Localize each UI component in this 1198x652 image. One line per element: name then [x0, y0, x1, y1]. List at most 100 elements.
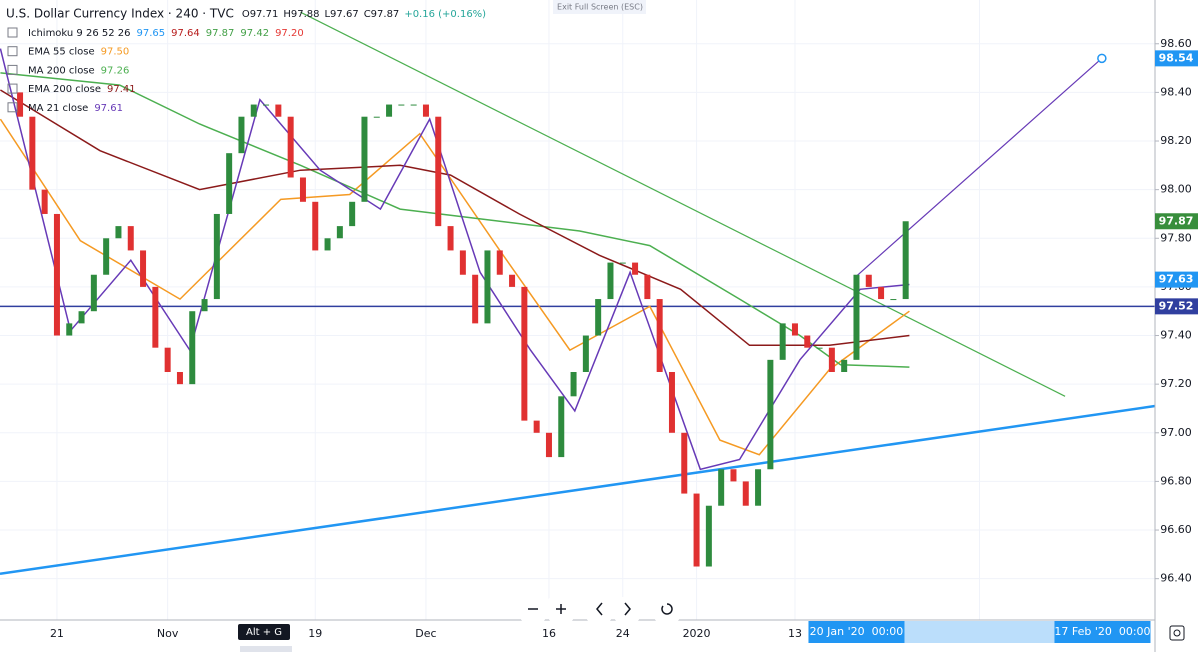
reset-icon — [661, 603, 673, 615]
indicator-name: EMA 55 close — [28, 47, 95, 58]
candle-body — [865, 274, 872, 287]
candle-body — [902, 221, 909, 300]
change-value: +0.16 (+0.16%) — [404, 9, 486, 20]
time-label: 20 Jan '20 00:00 — [810, 625, 904, 638]
candle-body — [619, 262, 626, 264]
candle-body — [484, 250, 491, 324]
x-tick-label: 13 — [788, 627, 802, 640]
moving-average — [0, 118, 910, 456]
candle-body — [373, 116, 380, 118]
candle-body — [816, 347, 823, 349]
candle-body — [189, 311, 196, 385]
candle-body — [53, 213, 60, 336]
exit-button[interactable] — [553, 0, 646, 14]
x-tick-label: Dec — [415, 627, 436, 640]
x-tick-label: 2020 — [683, 627, 711, 640]
y-tick-label: 98.40 — [1160, 85, 1192, 98]
candle-body — [435, 116, 442, 227]
candle-body — [213, 213, 220, 300]
icon-lens — [1173, 629, 1181, 637]
candle-body — [201, 299, 208, 312]
y-tick-label: 97.80 — [1160, 231, 1192, 244]
candle-body — [250, 104, 257, 117]
candle-body — [410, 104, 417, 106]
candle-body — [263, 104, 270, 106]
candle-body — [17, 92, 24, 117]
y-tick-label: 96.60 — [1160, 523, 1192, 536]
scroll-left-button[interactable] — [586, 597, 612, 621]
x-tick-label: Nov — [157, 627, 179, 640]
candle-body — [718, 469, 725, 506]
candle-body — [140, 250, 147, 287]
candle-body — [558, 396, 565, 458]
time-label-bg — [808, 621, 905, 643]
y-tick-label: 96.80 — [1160, 474, 1192, 487]
trend-line — [300, 11, 1066, 397]
indicator-value: 97.41 — [107, 84, 136, 95]
left-icon — [596, 602, 603, 616]
trend-line — [0, 404, 1156, 576]
candle-body — [705, 505, 712, 567]
moving-average — [0, 48, 910, 471]
screenshot-icon[interactable] — [1169, 625, 1185, 641]
trend-line — [854, 57, 1103, 278]
candle-body — [361, 116, 368, 202]
candle-body — [853, 274, 860, 360]
legend-icon — [7, 102, 18, 113]
candle-body — [521, 286, 528, 421]
reset-button[interactable] — [654, 597, 680, 621]
candle-body — [656, 299, 663, 372]
time-label-bg — [1054, 621, 1151, 643]
candle-body — [78, 311, 85, 324]
candle-body — [176, 372, 183, 385]
candle-body — [668, 372, 675, 433]
y-tick-label: 97.40 — [1160, 329, 1192, 342]
candle-body — [324, 238, 331, 251]
time-label: 17 Feb '20 00:00 — [1054, 625, 1150, 638]
candle-body — [644, 274, 651, 300]
shortcut-tooltip — [238, 624, 290, 640]
plot-area — [0, 0, 1156, 620]
candle-body — [730, 469, 737, 482]
candle-body — [29, 116, 36, 190]
candle-body — [447, 226, 454, 251]
candle-body — [115, 226, 122, 239]
candle-body — [496, 250, 503, 275]
candle-body — [767, 359, 774, 470]
candle-body — [275, 104, 282, 117]
candle-body — [459, 250, 466, 275]
scroll-right-button[interactable] — [614, 597, 640, 621]
zoom-toolbar — [520, 597, 680, 621]
candle-body — [632, 262, 639, 275]
candle-body — [533, 420, 540, 433]
tooltip-underline — [240, 646, 292, 652]
y-tick-label: 98.20 — [1160, 134, 1192, 147]
icon-frame — [1169, 625, 1185, 641]
candle-body — [890, 299, 897, 301]
shortcut-text: Alt + G — [246, 627, 282, 638]
candle-body — [681, 432, 688, 494]
candle-body — [570, 372, 577, 397]
candle-body — [841, 359, 848, 372]
candle-body — [878, 286, 885, 300]
ohlc-value: O97.71 — [242, 9, 279, 20]
price-label: 97.87 — [1159, 214, 1194, 227]
price-label: 97.52 — [1159, 299, 1194, 312]
candle-body — [828, 347, 835, 372]
x-tick-label: 21 — [50, 627, 64, 640]
price-label-bg — [1155, 50, 1198, 67]
candle-body — [742, 481, 749, 506]
indicator-name: MA 21 close — [28, 103, 88, 114]
candle-body — [299, 177, 306, 202]
exit-fullscreen[interactable]: Exit Full Screen (ESC) — [557, 3, 643, 12]
legend-icon — [7, 83, 18, 94]
indicator-name: MA 200 close — [28, 65, 95, 76]
candle-body — [336, 226, 343, 239]
indicator-value: 97.64 — [171, 28, 200, 39]
x-tick-label: 16 — [542, 627, 556, 640]
x-tick-label: 19 — [308, 627, 322, 640]
price-label-bg — [1155, 213, 1198, 230]
y-tick-label: 98.60 — [1160, 37, 1192, 50]
candle-body — [779, 323, 786, 360]
